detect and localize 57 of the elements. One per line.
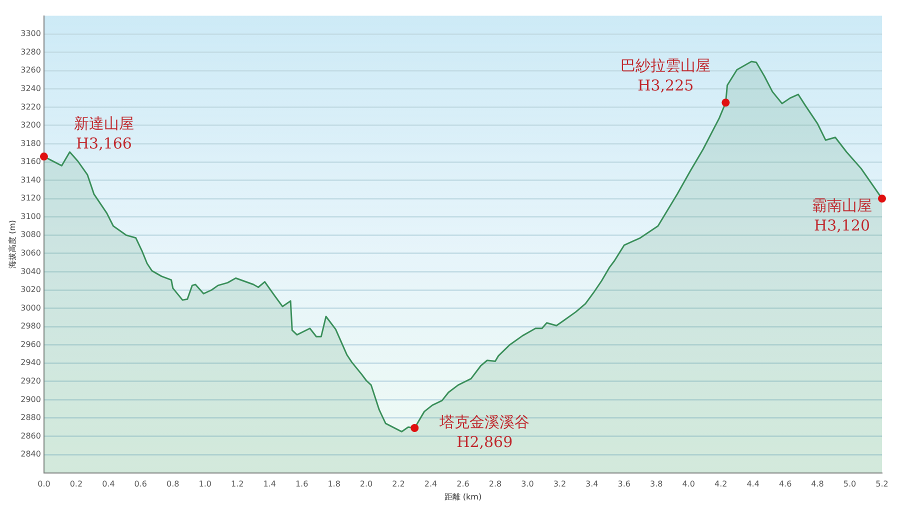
y-tick-label: 3120 xyxy=(20,194,41,203)
x-tick-label: 0.8 xyxy=(166,480,180,489)
x-tick-label: 3.0 xyxy=(521,480,534,489)
y-tick-label: 2980 xyxy=(20,322,41,331)
x-tick-label: 4.8 xyxy=(811,480,824,489)
y-tick-label: 3140 xyxy=(20,175,41,184)
annotation: 霸南山屋 H3,120 xyxy=(812,196,872,234)
x-tick-label: 1.6 xyxy=(295,480,308,489)
x-tick-label: 2.8 xyxy=(488,480,502,489)
y-tick-label: 3000 xyxy=(20,303,41,312)
x-tick-label: 4.2 xyxy=(714,480,728,489)
annotation: 塔克金溪溪谷 H2,869 xyxy=(438,412,530,451)
y-tick-label: 3260 xyxy=(20,66,41,75)
x-tick-label: 3.6 xyxy=(618,480,631,489)
y-tick-label: 3160 xyxy=(20,157,41,166)
y-tick-label: 3060 xyxy=(20,248,41,258)
y-tick-label: 3180 xyxy=(20,138,41,148)
y-tick-label: 3280 xyxy=(20,47,41,56)
x-tick-label: 2.0 xyxy=(360,480,373,489)
y-tick-label: 3300 xyxy=(20,29,41,38)
x-axis-title: 距離 (km) xyxy=(444,492,482,502)
x-tick-label: 1.8 xyxy=(328,480,340,489)
x-tick-label: 2.2 xyxy=(392,480,405,489)
y-tick-label: 2940 xyxy=(20,358,41,368)
x-tick-label: 4.0 xyxy=(682,480,695,489)
y-axis-title: 海拔高度 (m) xyxy=(8,220,17,269)
y-tick-label: 2900 xyxy=(20,394,41,404)
x-tick-label: 4.4 xyxy=(746,480,760,489)
x-tick-label: 4.6 xyxy=(778,480,792,489)
x-tick-label: 5.2 xyxy=(876,480,888,489)
x-tick-label: 0.4 xyxy=(102,480,115,489)
annotation: 新達山屋 H3,166 xyxy=(74,114,134,152)
y-tick-label: 3240 xyxy=(20,84,41,93)
y-tick-label: 2960 xyxy=(20,340,41,349)
x-tick-label: 0.0 xyxy=(38,480,50,489)
annotation: 巴紗拉雲山屋 H3,225 xyxy=(620,56,711,95)
x-tick-label: 1.0 xyxy=(198,480,212,489)
x-tick-label: 1.4 xyxy=(263,480,276,489)
x-tick-label: 3.2 xyxy=(553,480,566,489)
y-tick-label: 3220 xyxy=(20,102,41,112)
x-tick-label: 2.4 xyxy=(424,480,438,489)
x-tick-label: 3.4 xyxy=(586,480,598,489)
x-tick-label: 1.2 xyxy=(230,480,244,489)
y-tick-label: 3040 xyxy=(20,266,41,276)
x-tick-label: 0.6 xyxy=(134,480,148,489)
y-tick-label: 2920 xyxy=(20,376,41,386)
x-tick-label: 2.6 xyxy=(456,480,470,489)
y-tick-label: 3020 xyxy=(20,285,41,294)
y-tick-label: 3100 xyxy=(20,212,41,221)
x-tick-label: 0.2 xyxy=(70,480,83,489)
y-tick-label: 2860 xyxy=(20,431,41,440)
y-tick-label: 3080 xyxy=(20,230,41,240)
x-tick-label: 3.8 xyxy=(650,480,663,489)
y-tick-label: 2840 xyxy=(20,450,41,459)
y-tick-label: 3200 xyxy=(20,120,41,130)
y-tick-label: 2880 xyxy=(20,413,41,422)
x-tick-label: 5.0 xyxy=(843,480,856,489)
